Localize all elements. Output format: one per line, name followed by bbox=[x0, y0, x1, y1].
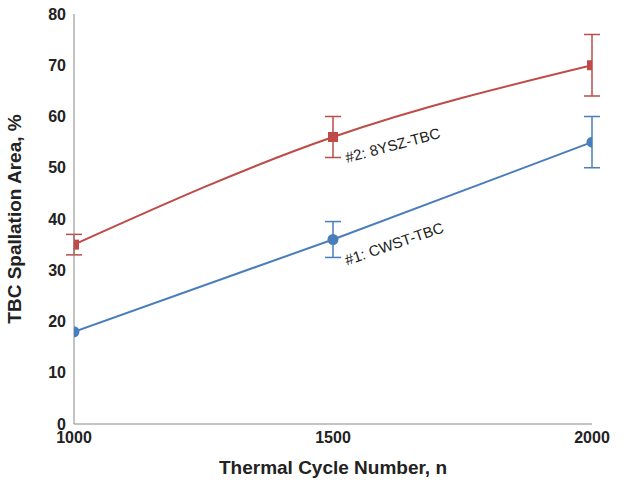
svg-text:TBC Spallation Area, %: TBC Spallation Area, % bbox=[4, 114, 25, 323]
svg-text:30: 30 bbox=[48, 262, 66, 279]
svg-text:80: 80 bbox=[48, 6, 66, 23]
svg-text:2000: 2000 bbox=[574, 429, 610, 446]
svg-text:#2: 8YSZ-TBC: #2: 8YSZ-TBC bbox=[343, 124, 442, 166]
svg-text:60: 60 bbox=[48, 108, 66, 125]
svg-text:Thermal Cycle Number, n: Thermal Cycle Number, n bbox=[219, 457, 447, 478]
svg-text:0: 0 bbox=[57, 416, 66, 433]
svg-text:20: 20 bbox=[48, 313, 66, 330]
svg-text:1000: 1000 bbox=[56, 429, 92, 447]
svg-text:10: 10 bbox=[48, 364, 66, 381]
svg-text:40: 40 bbox=[48, 211, 66, 228]
svg-text:50: 50 bbox=[48, 159, 66, 176]
svg-text:#1: CWST-TBC: #1: CWST-TBC bbox=[342, 219, 445, 269]
svg-text:1500: 1500 bbox=[315, 429, 351, 446]
svg-text:70: 70 bbox=[48, 57, 66, 74]
